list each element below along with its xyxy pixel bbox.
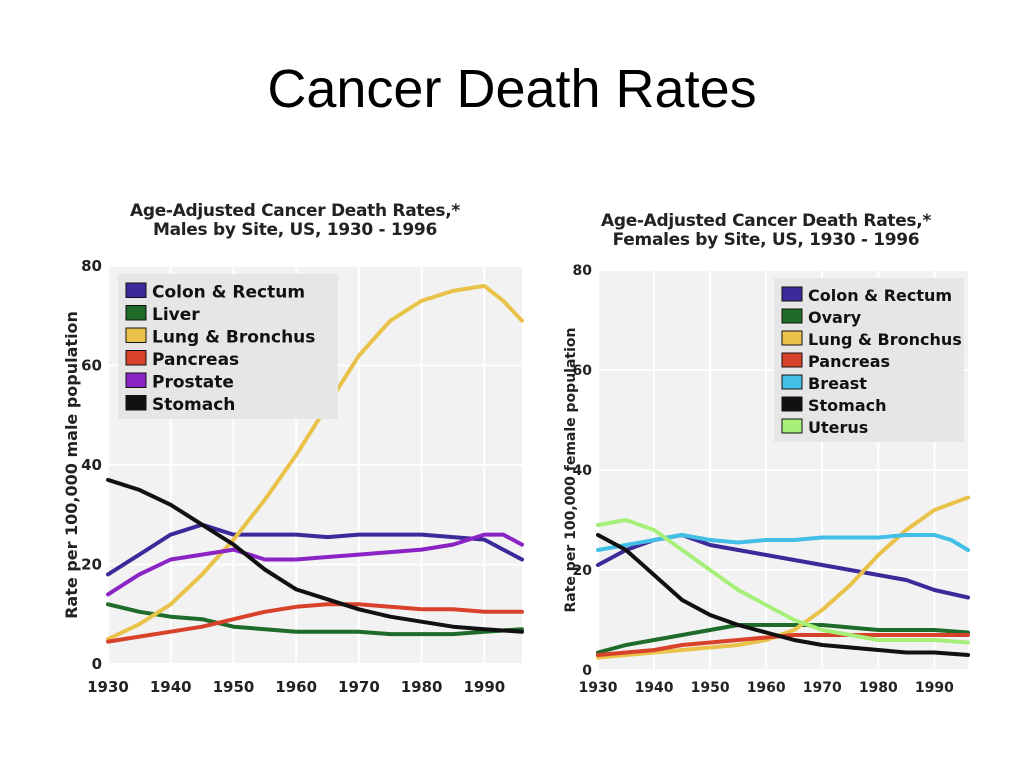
males-x-tick-label: 1930 — [87, 678, 129, 696]
females-series-line-uterus — [596, 518, 970, 645]
females-chart: Age-Adjusted Cancer Death Rates,* Female… — [556, 206, 976, 706]
females-legend-label: Colon & Rectum — [808, 286, 952, 305]
females-x-tick-label: 1970 — [803, 680, 842, 696]
females-legend-swatch — [781, 308, 803, 324]
males-legend-swatch — [125, 327, 147, 343]
females-legend-swatch — [781, 286, 803, 302]
males-legend-label: Lung & Bronchus — [152, 328, 315, 348]
females-x-tick-label: 1990 — [915, 680, 954, 696]
males-legend-swatch — [125, 372, 147, 388]
females-x-tick-label: 1930 — [579, 680, 618, 696]
males-legend-label: Liver — [152, 305, 200, 325]
slide-title: Cancer Death Rates — [267, 59, 757, 119]
males-x-tick-label: 1970 — [338, 678, 380, 696]
females-y-tick-label: 0 — [582, 663, 592, 679]
males-x-tick-label: 1950 — [213, 678, 255, 696]
males-chart-subtitle: Males by Site, US, 1930 - 1996 — [152, 220, 437, 240]
males-x-tick-label: 1980 — [401, 678, 443, 696]
males-y-tick-label: 40 — [81, 456, 102, 474]
males-legend-label: Pancreas — [152, 350, 239, 370]
males-chart-plot: 0 20 40 60 80 1930 1940 1950 1960 1970 1980 1990 Rat… — [62, 257, 524, 696]
males-series-line-liver — [106, 602, 524, 637]
females-series-line-stomach — [596, 533, 970, 657]
females-legend-swatch — [781, 396, 803, 412]
females-legend-label: Lung & Bronchus — [808, 330, 962, 349]
males-y-tick-label: 20 — [81, 556, 102, 574]
males-legend-swatch — [125, 395, 147, 411]
males-y-axis-label: Rate per 100,000 male population — [62, 311, 81, 619]
males-legend-swatch — [125, 350, 147, 366]
females-legend-label: Uterus — [808, 418, 868, 437]
females-legend-swatch — [781, 330, 803, 346]
males-chart: Age-Adjusted Cancer Death Rates,* Males … — [50, 196, 540, 706]
females-legend-swatch — [781, 352, 803, 368]
females-legend-label: Breast — [808, 374, 867, 393]
females-legend-swatch — [781, 418, 803, 434]
females-x-tick-label: 1980 — [859, 680, 898, 696]
males-legend-swatch — [125, 282, 147, 298]
males-legend-label: Stomach — [152, 395, 235, 415]
females-chart-plot: 0 20 40 60 80 1930 1940 1950 1960 1970 1980 1990 Rat… — [563, 263, 970, 696]
females-legend-label: Pancreas — [808, 352, 890, 371]
females-chart-title: Age-Adjusted Cancer Death Rates,* — [600, 211, 932, 231]
females-legend-swatch — [781, 374, 803, 390]
males-x-tick-label: 1940 — [150, 678, 192, 696]
males-legend-swatch — [125, 305, 147, 321]
females-x-tick-label: 1950 — [691, 680, 730, 696]
males-y-tick-label: 0 — [92, 655, 102, 673]
males-y-tick-label: 80 — [81, 257, 102, 275]
females-y-axis-label: Rate per 100,000 female population — [563, 328, 579, 613]
females-x-tick-label: 1940 — [635, 680, 674, 696]
males-series-line-stomach — [106, 477, 524, 634]
males-y-tick-label: 60 — [81, 357, 102, 375]
females-y-tick-label: 60 — [573, 363, 593, 379]
males-legend — [118, 274, 338, 419]
males-legend-label: Colon & Rectum — [152, 283, 305, 303]
females-series-line-ovary — [596, 623, 970, 655]
males-x-tick-label: 1960 — [275, 678, 317, 696]
males-x-tick-label: 1990 — [463, 678, 505, 696]
females-y-tick-label: 80 — [573, 263, 593, 279]
males-chart-title: Age-Adjusted Cancer Death Rates,* — [129, 201, 461, 221]
females-x-tick-label: 1960 — [747, 680, 786, 696]
females-legend-label: Stomach — [808, 396, 887, 415]
females-chart-subtitle: Females by Site, US, 1930 - 1996 — [612, 230, 920, 250]
males-legend-label: Prostate — [152, 373, 234, 393]
males-series-line-pancreas — [106, 602, 524, 644]
females-legend-label: Ovary — [808, 308, 862, 327]
females-y-tick-label: 20 — [573, 563, 593, 579]
males-series-line-prostate — [106, 532, 524, 597]
females-legend — [774, 278, 964, 442]
females-y-tick-label: 40 — [573, 463, 593, 479]
